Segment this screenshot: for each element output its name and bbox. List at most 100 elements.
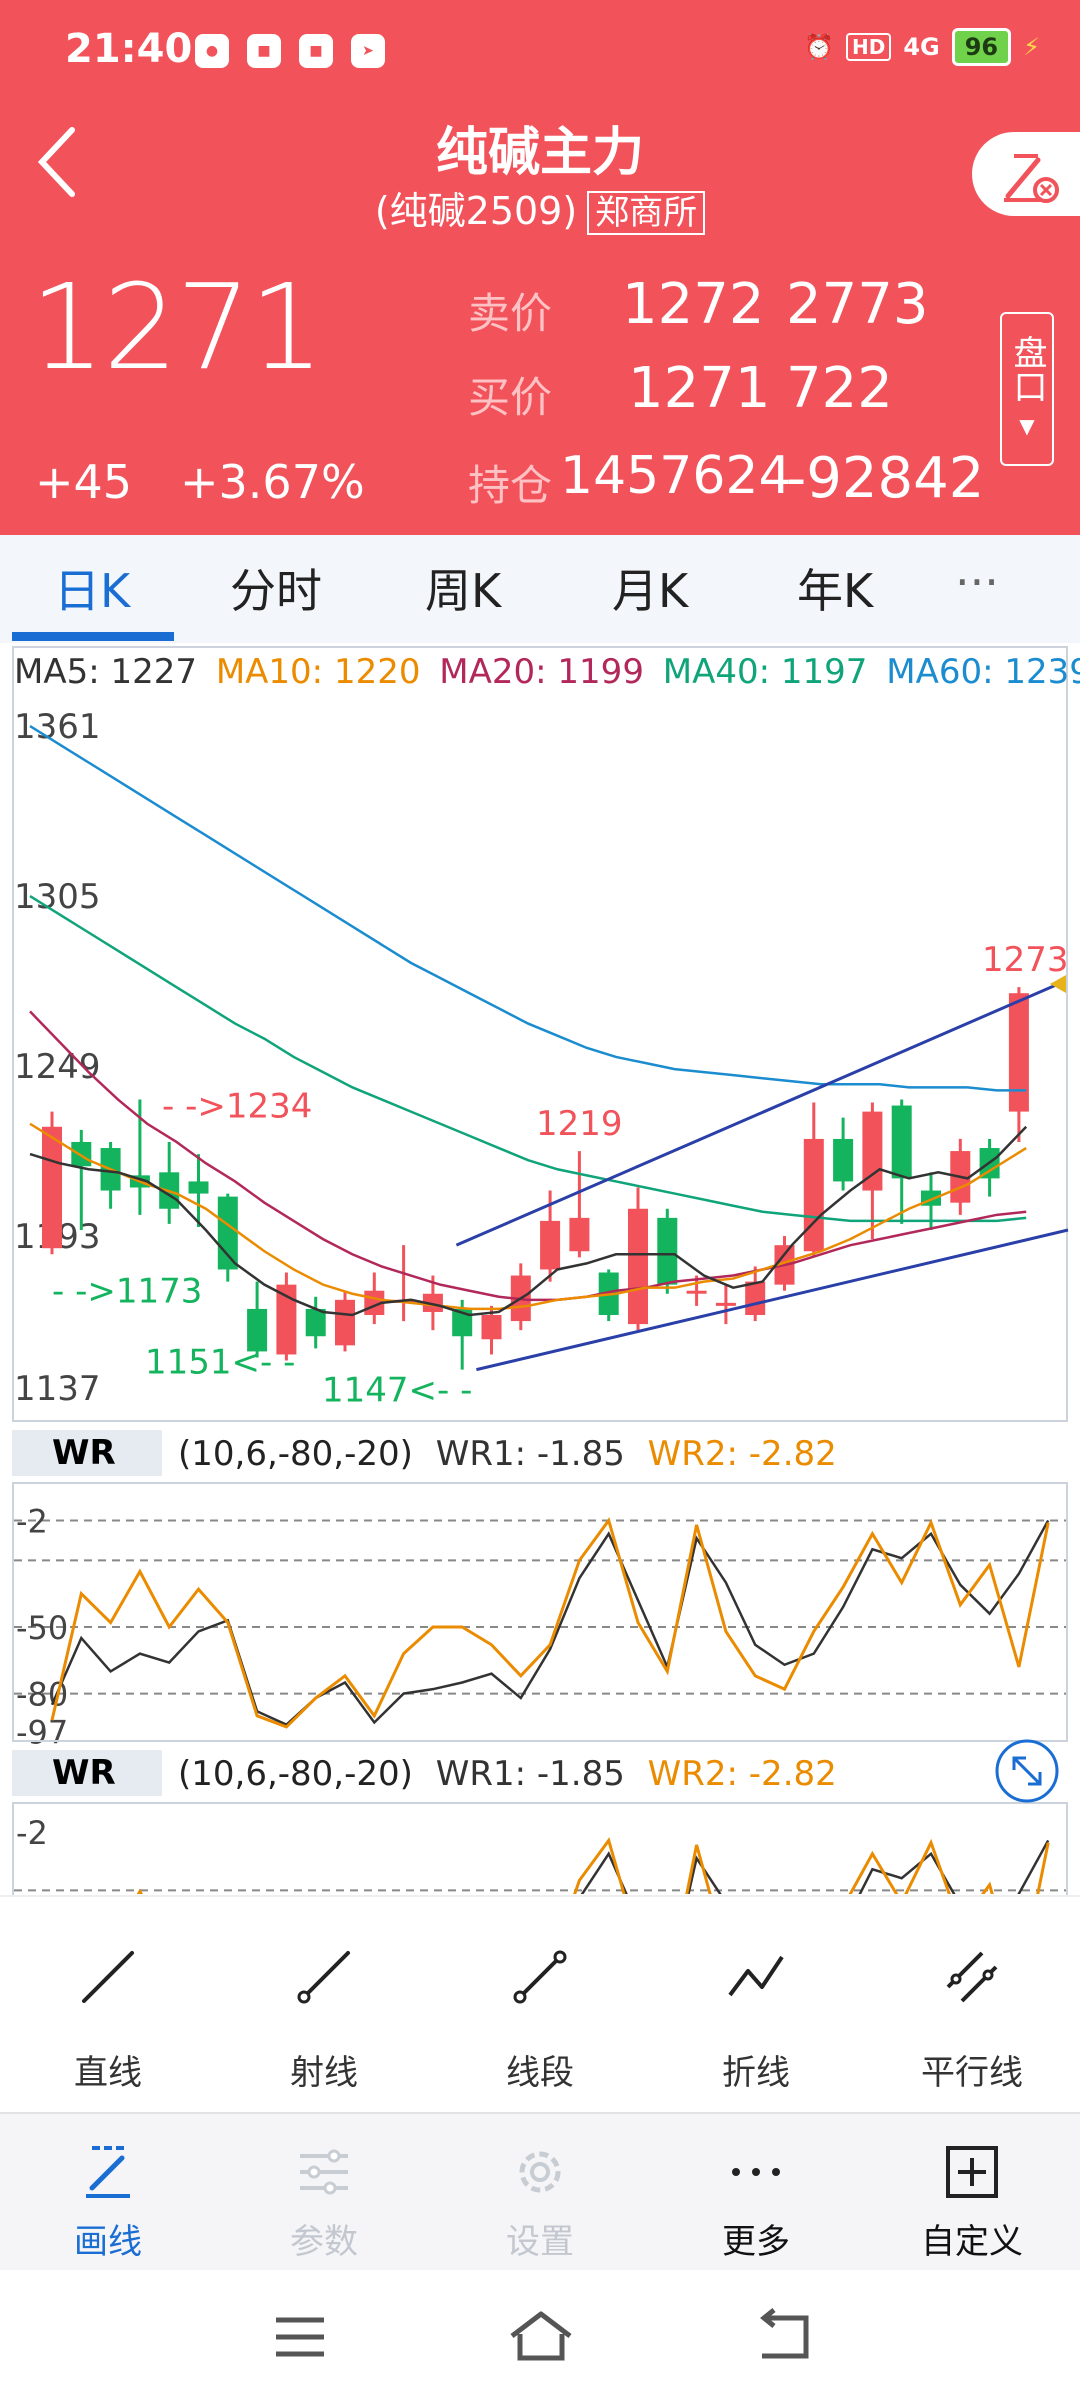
contract-code: (纯碱2509)	[374, 189, 578, 233]
nav-more-label: 更多	[722, 2222, 790, 2262]
wr-label: WR	[52, 1433, 116, 1473]
back-nav-icon[interactable]	[752, 2308, 812, 2364]
wr-legend: (10,6,-80,-20) WR1: -1.85 WR2: -2.82	[178, 1434, 837, 1480]
wr2-value: WR2: -2.82	[647, 1434, 837, 1474]
nav-settings-label: 设置	[506, 2222, 574, 2262]
last-price: 1271	[30, 258, 324, 396]
tool-polyline-label: 折线	[722, 2053, 790, 2093]
expand-icon[interactable]	[994, 1738, 1060, 1804]
active-tab-indicator	[12, 632, 174, 641]
chevron-down-icon: ▼	[1019, 414, 1035, 438]
status-right: ⏰ HD 4G 96 ⚡	[804, 28, 1040, 66]
nav-parameters-label: 参数	[290, 2222, 358, 2262]
status-app-icons: ● ■ ■ ➤	[195, 34, 385, 68]
nav-draw-line-label: 画线	[74, 2222, 142, 2262]
tool-parallel-line-label: 平行线	[921, 2053, 1023, 2093]
open-interest: 1457624	[560, 446, 792, 506]
plus-square-icon	[946, 2146, 998, 2198]
tool-segment-label: 线段	[506, 2053, 574, 2093]
nav-settings[interactable]: 设置	[432, 2114, 648, 2272]
stock-app-icon: ■	[299, 34, 333, 68]
exchange-tag: 郑商所	[587, 191, 706, 235]
buy-volume: 722	[786, 356, 893, 421]
straight-line-icon	[82, 1951, 134, 2003]
draw-line-icon	[86, 2146, 130, 2198]
charging-icon: ⚡	[1023, 33, 1040, 61]
wr2-indicator-select[interactable]: WR	[12, 1750, 162, 1796]
price-change-pct: +3.67%	[180, 455, 365, 509]
tool-ray-label: 射线	[290, 2053, 358, 2093]
tool-straight-line[interactable]: 直线	[0, 1897, 216, 2112]
system-nav-bar	[0, 2270, 1080, 2400]
polyline-icon	[728, 1955, 784, 1997]
tab-yearly-k[interactable]: 年K	[797, 564, 874, 618]
open-interest-label: 持仓	[468, 461, 553, 510]
quote-header: 21:40 ● ■ ■ ➤ ⏰ HD 4G 96 ⚡ 纯碱主力 (纯碱2509)…	[0, 0, 1080, 535]
bottom-nav: 画线 参数 设置 更多 自定义	[0, 2112, 1080, 2272]
order-book-label: 盘口	[1007, 335, 1047, 403]
tool-parallel-line[interactable]: 平行线	[864, 1897, 1080, 2112]
wr2-y-label: -2	[16, 1814, 48, 1852]
period-tabs: 日K 分时 周K 月K 年K ···	[0, 535, 1080, 643]
hd-icon: HD	[845, 33, 892, 61]
send-icon: ➤	[351, 34, 385, 68]
page-title: 纯碱主力	[435, 123, 644, 183]
buy-label: 买价	[468, 373, 553, 422]
wr-params: (10,6,-80,-20)	[178, 1434, 413, 1474]
kline-chart-frame	[12, 646, 1068, 1422]
tab-monthly-k[interactable]: 月K	[612, 564, 689, 618]
buy-price: 1271	[628, 356, 771, 421]
home-icon[interactable]	[506, 2308, 576, 2364]
wr-indicator-select[interactable]: WR	[12, 1430, 162, 1476]
contract-subtitle: (纯碱2509) 郑商所	[0, 180, 1080, 235]
sell-price: 1272	[622, 272, 765, 337]
tool-straight-line-label: 直线	[74, 2053, 142, 2093]
tool-polyline[interactable]: 折线	[648, 1897, 864, 2112]
menu-icon[interactable]	[270, 2312, 330, 2362]
nav-draw-line[interactable]: 画线	[0, 2114, 216, 2272]
back-arrow-icon[interactable]	[30, 122, 90, 202]
news-app-icon: ■	[247, 34, 281, 68]
network-icon: 4G	[903, 33, 940, 61]
wr2-panel-wr2: WR2: -2.82	[647, 1754, 837, 1794]
nav-custom-label: 自定义	[921, 2222, 1023, 2262]
wr1-value: WR1: -1.85	[435, 1434, 625, 1474]
sliders-icon	[300, 2149, 348, 2195]
wr2-panel-wr1: WR1: -1.85	[435, 1754, 625, 1794]
message-icon: ●	[195, 34, 229, 68]
alarm-icon: ⏰	[804, 33, 834, 61]
draw-pen-button[interactable]	[972, 132, 1080, 216]
wr2-params: (10,6,-80,-20)	[178, 1754, 413, 1794]
more-dots-icon	[732, 2168, 780, 2176]
ma60-value: MA60: 1239	[886, 652, 1080, 692]
ma-legend: MA5: 1227 MA10: 1220 MA20: 1199 MA40: 11…	[14, 652, 1080, 692]
open-interest-change: -92842	[786, 446, 985, 511]
nav-parameters[interactable]: 参数	[216, 2114, 432, 2272]
ray-icon	[297, 1951, 350, 2004]
sell-label: 卖价	[468, 289, 553, 338]
battery-icon: 96	[951, 28, 1012, 66]
ma5-value: MA5: 1227	[14, 652, 198, 692]
tab-intraday[interactable]: 分时	[230, 564, 322, 618]
ma40-value: MA40: 1197	[662, 652, 868, 692]
tool-segment[interactable]: 线段	[432, 1897, 648, 2112]
ma10-value: MA10: 1220	[215, 652, 421, 692]
gear-icon	[519, 2151, 561, 2193]
status-time: 21:40	[65, 26, 193, 72]
draw-tools-bar: 直线 射线 线段 折线 平行线	[0, 1895, 1080, 2112]
wr2-chart-frame	[12, 1802, 1068, 1895]
more-tabs-icon[interactable]: ···	[955, 555, 999, 609]
pen-edit-icon	[1004, 154, 1059, 203]
nav-more[interactable]: 更多	[648, 2114, 864, 2272]
tab-weekly-k[interactable]: 周K	[425, 564, 502, 618]
order-book-button[interactable]: 盘口 ▼	[1000, 312, 1054, 466]
tool-ray[interactable]: 射线	[216, 1897, 432, 2112]
wr2-legend: (10,6,-80,-20) WR1: -1.85 WR2: -2.82	[178, 1754, 837, 1800]
nav-custom[interactable]: 自定义	[864, 2114, 1080, 2272]
wr-chart-frame	[12, 1482, 1068, 1742]
price-change: +45	[35, 455, 133, 509]
ma20-value: MA20: 1199	[439, 652, 644, 692]
tab-daily-k[interactable]: 日K	[54, 564, 131, 618]
segment-icon	[513, 1950, 567, 2004]
parallel-line-icon	[946, 1951, 998, 2003]
